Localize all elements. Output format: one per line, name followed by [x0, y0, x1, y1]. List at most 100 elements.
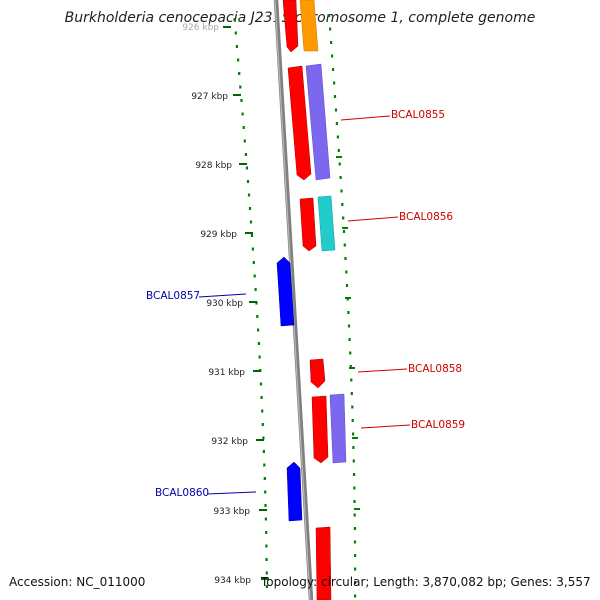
gc-dot: [329, 27, 332, 31]
gc-dot: [349, 351, 352, 355]
gc-dot: [345, 270, 348, 274]
gc-dot: [352, 459, 355, 463]
gc-dot: [351, 419, 354, 422]
gc-dot: [250, 234, 254, 237]
gc-dot: [342, 230, 346, 233]
gc-dot: [340, 189, 343, 193]
gene-label-bcal0856[interactable]: BCAL0856: [399, 211, 453, 223]
gc-dot: [240, 99, 243, 102]
gc-dot: [234, 31, 237, 35]
label-line-bcal0858: [357, 368, 408, 373]
gc-dot: [354, 594, 357, 598]
gc-dot: [353, 473, 356, 476]
label-line-bcal0855: [340, 115, 391, 121]
gene-forward[interactable]: [315, 526, 332, 600]
gc-dot: [235, 45, 238, 48]
gc-dot: [338, 162, 341, 166]
gc-dash: [352, 437, 358, 439]
gc-dot: [245, 166, 248, 170]
gc-dot: [352, 446, 355, 449]
topology-text: Topology: circular; Length: 3,870,082 bp…: [261, 575, 591, 589]
cog-gene-purple[interactable]: [329, 393, 347, 464]
gene-forward-bcal0855[interactable]: [287, 65, 312, 181]
gene-forward-bcal0858[interactable]: [309, 358, 326, 389]
gc-dot: [237, 58, 240, 62]
gc-dot: [328, 14, 331, 17]
cog-track: [299, 0, 347, 464]
gc-dash: [342, 227, 348, 229]
gc-dot: [248, 207, 252, 210]
gc-dot: [264, 490, 267, 494]
gene-label-bcal0860[interactable]: BCAL0860: [155, 487, 209, 499]
cog-gene-purple[interactable]: [305, 63, 331, 181]
gene-label-bcal0858[interactable]: BCAL0858: [408, 363, 462, 375]
kbp-label: 930 kbp: [206, 299, 243, 309]
label-line-bcal0859: [360, 424, 411, 429]
gc-dot: [244, 153, 247, 156]
gene-reverse-bcal0860[interactable]: [286, 461, 303, 522]
gene-forward-bcal0859[interactable]: [311, 395, 329, 464]
gc-dot: [341, 203, 344, 206]
cog-gene-cyan[interactable]: [317, 195, 336, 252]
gc-dot: [247, 193, 251, 197]
gc-dot: [352, 432, 355, 436]
gc-dot: [233, 18, 236, 21]
accession-text: Accession: NC_011000: [9, 575, 146, 589]
gc-dot: [350, 392, 353, 395]
label-line-bcal0857: [198, 293, 247, 298]
gc-dot: [354, 554, 357, 557]
gc-dot: [263, 477, 266, 480]
gene-reverse-bcal0857[interactable]: [276, 256, 295, 327]
gc-dot: [342, 216, 345, 220]
gc-dash: [345, 297, 351, 299]
gc-dot: [265, 571, 268, 575]
gc-dot: [353, 500, 356, 503]
kbp-label: 926 kbp: [182, 23, 219, 33]
gc-dot: [257, 328, 260, 332]
gene-forward[interactable]: [282, 0, 299, 53]
gc-dot: [333, 95, 337, 98]
gene-label-bcal0859[interactable]: BCAL0859: [411, 419, 465, 431]
gc-dot: [261, 423, 264, 426]
gc-dot: [348, 338, 351, 341]
gc-dot: [261, 409, 264, 413]
gc-dot: [345, 284, 349, 287]
cog-gene-orange[interactable]: [299, 0, 319, 52]
gene-label-lines: [198, 115, 411, 495]
gc-dot: [246, 180, 250, 183]
gc-dot: [353, 527, 356, 530]
gc-dot: [251, 247, 254, 251]
gc-dash: [354, 508, 360, 510]
gc-dot: [252, 261, 255, 264]
genome-backbone: [273, 0, 314, 600]
kbp-label: 932 kbp: [211, 437, 248, 447]
gene-labels: BCAL0855 BCAL0856 BCAL0857 BCAL0858 BCAL…: [146, 109, 465, 499]
gc-dot: [262, 436, 265, 440]
gc-dot: [347, 324, 351, 328]
gc-dot: [336, 135, 339, 139]
kbp-label: 929 kbp: [200, 230, 237, 240]
kbp-label: 931 kbp: [208, 368, 245, 378]
kbp-labels: 926 kbp 927 kbp 928 kbp 929 kbp 930 kbp …: [182, 23, 251, 586]
gc-dot: [334, 108, 338, 112]
gc-dot: [257, 342, 260, 345]
gc-dot: [330, 41, 333, 44]
gc-dot: [265, 558, 268, 561]
gc-dot: [353, 540, 357, 544]
gc-dot: [256, 315, 259, 318]
gene-forward-bcal0856[interactable]: [299, 197, 317, 252]
gc-dot: [254, 288, 257, 291]
gc-dot: [265, 585, 268, 588]
gc-dot: [243, 139, 246, 143]
gene-label-bcal0855[interactable]: BCAL0855: [391, 109, 445, 121]
gc-dot: [350, 378, 353, 382]
kbp-ticks: [223, 26, 269, 580]
gc-dash: [349, 367, 355, 369]
gc-dot: [349, 365, 352, 368]
gc-dot: [253, 274, 256, 278]
gc-dash: [336, 156, 342, 158]
gc-track-outer: [328, 14, 360, 598]
gc-dot: [339, 176, 342, 179]
gene-label-bcal0857[interactable]: BCAL0857: [146, 290, 200, 302]
